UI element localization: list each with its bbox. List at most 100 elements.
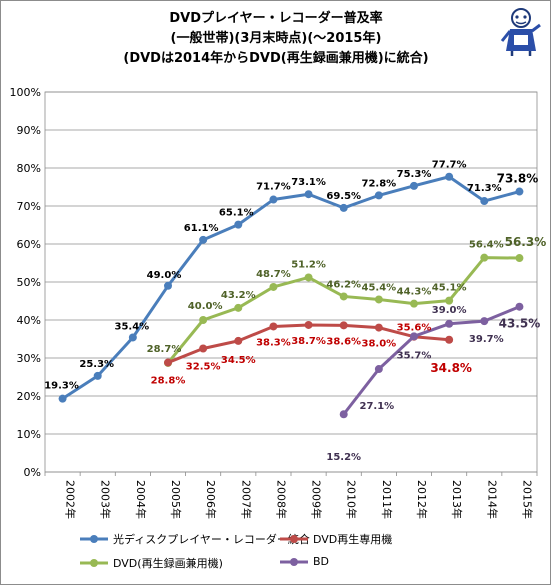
x-tick-label: 2008年 — [274, 480, 288, 519]
data-label-bd: 43.5% — [499, 317, 541, 331]
data-point-dvd_play — [269, 322, 278, 331]
data-label-bd: 27.1% — [360, 401, 395, 412]
data-label-bd: 39.7% — [469, 334, 504, 345]
data-point-optical — [339, 203, 348, 212]
data-label-dvd_rec: 45.4% — [362, 282, 397, 293]
data-point-dvd_rec — [410, 299, 418, 308]
x-tick-label: 2005年 — [169, 480, 183, 519]
data-label-dvd_play: 38.7% — [291, 336, 326, 347]
data-point-dvd_play — [234, 336, 243, 345]
data-point-dvd_play — [374, 323, 383, 332]
data-label-bd: 35.7% — [397, 350, 432, 361]
data-point-optical — [480, 197, 489, 206]
data-point-optical — [164, 281, 172, 290]
x-tick-label: 2013年 — [450, 480, 464, 519]
y-tick-label: 40% — [17, 314, 41, 327]
series-line-bd — [342, 305, 520, 416]
data-point-dvd_rec — [339, 292, 348, 301]
y-tick-label: 50% — [17, 276, 41, 289]
legend-label: DVD(再生録画兼用機) — [113, 557, 223, 570]
data-point-dvd_rec — [480, 253, 489, 262]
data-label-dvd_rec: 44.3% — [397, 287, 432, 298]
data-label-optical: 71.7% — [256, 182, 291, 193]
legend-item-optical: 光ディスクプレイヤー・レコーダー統合 — [79, 531, 310, 547]
data-point-optical — [128, 333, 137, 342]
data-point-optical — [374, 191, 383, 200]
y-tick-label: 90% — [17, 124, 41, 137]
data-point-dvd_play — [339, 321, 348, 330]
mascot-logo-icon — [500, 8, 541, 56]
y-tick-label: 20% — [17, 390, 41, 403]
data-label-dvd_play: 34.8% — [430, 361, 472, 375]
data-point-optical — [445, 172, 454, 181]
y-tick-label: 30% — [17, 352, 41, 365]
data-point-optical — [269, 195, 278, 204]
data-point-dvd_play — [199, 344, 208, 353]
data-point-optical — [199, 235, 208, 244]
data-point-dvd_rec — [304, 273, 313, 282]
data-label-dvd_play: 38.3% — [256, 337, 291, 348]
title-line-1: DVDプレイヤー・レコーダー普及率 — [169, 11, 383, 26]
data-point-bd — [480, 317, 489, 326]
data-label-dvd_play: 28.8% — [151, 376, 186, 387]
data-point-bd — [410, 332, 418, 341]
data-label-bd: 15.2% — [326, 452, 361, 463]
data-label-optical: 69.5% — [326, 191, 361, 202]
data-label-optical: 71.3% — [467, 183, 502, 194]
data-point-dvd_play — [304, 320, 313, 329]
legend-item-dvd_play: DVD再生専用機 — [279, 531, 392, 547]
series-line-optical — [61, 175, 520, 400]
x-tick-label: 2004年 — [134, 480, 148, 519]
data-label-optical: 19.3% — [44, 381, 79, 392]
y-tick-label: 80% — [17, 162, 41, 175]
data-label-dvd_play: 38.0% — [362, 339, 397, 350]
legend-label: 光ディスクプレイヤー・レコーダー統合 — [113, 533, 310, 546]
data-label-dvd_play: 32.5% — [186, 362, 221, 373]
data-label-optical: 75.3% — [397, 169, 432, 180]
legend-label: DVD再生専用機 — [313, 533, 393, 546]
data-point-bd — [445, 319, 454, 328]
title-line-3: (DVDは2014年からDVD(再生録画兼用機)に統合) — [123, 51, 429, 66]
y-tick-label: 10% — [17, 428, 41, 441]
legend-swatch-icon — [80, 535, 108, 543]
data-point-optical — [93, 371, 102, 380]
data-point-dvd_rec — [199, 316, 208, 324]
data-point-bd — [374, 365, 383, 374]
data-point-optical — [234, 220, 243, 229]
legend-item-bd: BD — [279, 555, 329, 568]
data-label-dvd_play: 38.6% — [326, 336, 361, 347]
data-label-dvd_rec: 45.1% — [432, 283, 467, 294]
data-label-optical: 73.1% — [291, 177, 326, 188]
x-tick-label: 2010年 — [345, 480, 359, 519]
data-point-bd — [339, 410, 348, 419]
y-tick-label: 100% — [10, 86, 41, 99]
y-tick-label: 0% — [24, 466, 41, 479]
data-point-dvd_rec — [234, 303, 243, 312]
data-label-bd: 39.0% — [432, 305, 467, 316]
data-label-optical: 77.7% — [432, 160, 467, 171]
data-point-dvd_rec — [374, 295, 383, 304]
data-point-optical — [410, 181, 418, 190]
x-tick-label: 2006年 — [204, 480, 218, 519]
data-label-dvd_rec: 40.0% — [188, 301, 223, 312]
x-tick-label: 2007年 — [239, 480, 253, 519]
data-label-dvd_play: 34.5% — [221, 355, 256, 366]
x-tick-label: 2011年 — [380, 480, 394, 519]
x-tick-label: 2012年 — [415, 480, 429, 519]
data-label-optical: 25.3% — [79, 359, 114, 370]
data-label-optical: 49.0% — [147, 270, 182, 281]
data-label-dvd_rec: 48.7% — [256, 269, 291, 280]
data-point-bd — [515, 302, 524, 311]
data-label-optical: 72.8% — [362, 178, 397, 189]
data-label-dvd_rec: 46.2% — [326, 279, 361, 290]
y-tick-label: 60% — [17, 238, 41, 251]
chart-legend: 光ディスクプレイヤー・レコーダー統合 DVD再生専用機 DVD(再生録画兼用機) BD — [79, 531, 519, 581]
data-label-dvd_rec: 28.7% — [147, 344, 182, 355]
chart-title: DVDプレイヤー・レコーダー普及率 (一般世帯)(3月末時点)(〜2015年) … — [41, 9, 511, 69]
legend-item-dvd_rec: DVD(再生録画兼用機) — [79, 555, 223, 571]
x-tick-label: 2015年 — [520, 480, 534, 519]
data-label-dvd_rec: 56.3% — [505, 235, 547, 249]
data-label-optical: 35.4% — [115, 321, 150, 332]
data-label-optical: 73.8% — [497, 172, 539, 186]
